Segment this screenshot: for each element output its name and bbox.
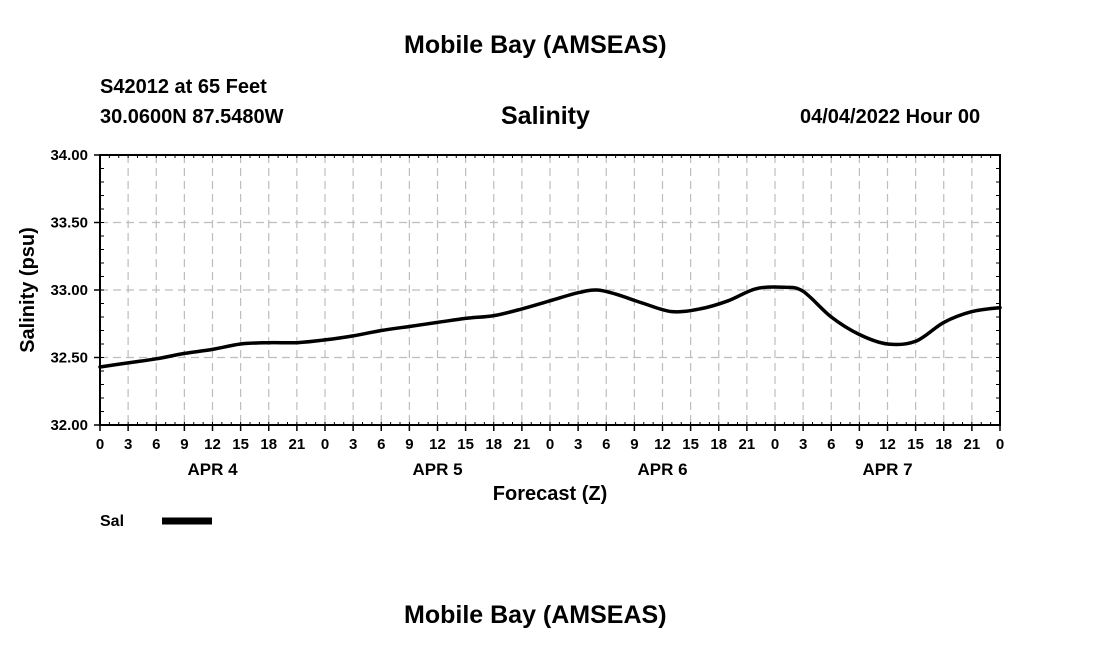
x-tick-label: 12: [879, 436, 896, 453]
day-label: APR 5: [412, 460, 462, 479]
y-tick-label: 32.00: [50, 417, 88, 434]
day-labels: APR 4 APR 5 APR 6 APR 7: [187, 460, 912, 479]
plot-frame: [99, 154, 1001, 426]
x-tick-label: 15: [232, 436, 249, 453]
x-tick-label: 15: [682, 436, 699, 453]
x-tick-labels: 0 3 6 9 12 15 18 21 0 3 6 9 12 15 18 21 0 3 6 9 12 15 18 21 0 3 6 9…: [96, 436, 1004, 453]
x-tick-label: 21: [739, 436, 756, 453]
legend-label: Sal: [100, 513, 124, 530]
y-tick-label: 33.50: [50, 215, 88, 232]
x-tick-label: 6: [602, 436, 610, 453]
x-tick-label: 0: [96, 436, 104, 453]
footer-title: Mobile Bay (AMSEAS): [404, 601, 667, 629]
y-tick-label: 34.00: [50, 147, 88, 164]
x-tick-label: 12: [654, 436, 671, 453]
x-tick-label: 21: [964, 436, 981, 453]
x-tick-label: 3: [349, 436, 357, 453]
x-tick-label: 18: [260, 436, 277, 453]
day-label: APR 7: [862, 460, 912, 479]
page-title: Mobile Bay (AMSEAS): [404, 31, 667, 59]
x-tick-label: 6: [377, 436, 385, 453]
x-tick-label: 0: [321, 436, 329, 453]
x-tick-label: 0: [771, 436, 779, 453]
x-tick-label: 15: [457, 436, 474, 453]
day-label: APR 6: [637, 460, 687, 479]
x-tick-label: 0: [546, 436, 554, 453]
coordinates-label: 30.0600N 87.5480W: [100, 106, 284, 128]
x-tick-label: 12: [429, 436, 446, 453]
x-tick-label: 6: [152, 436, 160, 453]
axis-ticks: [94, 154, 1001, 431]
y-axis-label: Salinity (psu): [17, 227, 39, 353]
x-tick-label: 3: [124, 436, 132, 453]
x-tick-label: 12: [204, 436, 221, 453]
station-label: S42012 at 65 Feet: [100, 76, 267, 98]
y-tick-label: 33.00: [50, 282, 88, 299]
x-tick-label: 9: [405, 436, 413, 453]
x-tick-label: 9: [630, 436, 638, 453]
x-tick-label: 6: [827, 436, 835, 453]
x-axis-label: Forecast (Z): [493, 483, 607, 505]
chart-title: Salinity: [501, 102, 590, 130]
x-tick-label: 0: [996, 436, 1004, 453]
x-tick-label: 21: [514, 436, 531, 453]
x-tick-label: 18: [710, 436, 727, 453]
y-tick-labels: 32.00 32.50 33.00 33.50 34.00: [50, 147, 88, 434]
x-tick-label: 21: [289, 436, 306, 453]
day-label: APR 4: [187, 460, 238, 479]
x-tick-label: 18: [485, 436, 502, 453]
forecast-date-label: 04/04/2022 Hour 00: [800, 106, 981, 128]
x-tick-label: 3: [574, 436, 582, 453]
x-tick-label: 18: [935, 436, 952, 453]
x-tick-label: 9: [855, 436, 863, 453]
y-tick-label: 32.50: [50, 350, 88, 367]
grid-lines: [100, 155, 1000, 425]
x-tick-label: 15: [907, 436, 924, 453]
x-tick-label: 3: [799, 436, 807, 453]
salinity-series-line: [98, 285, 1002, 369]
x-tick-label: 9: [180, 436, 188, 453]
